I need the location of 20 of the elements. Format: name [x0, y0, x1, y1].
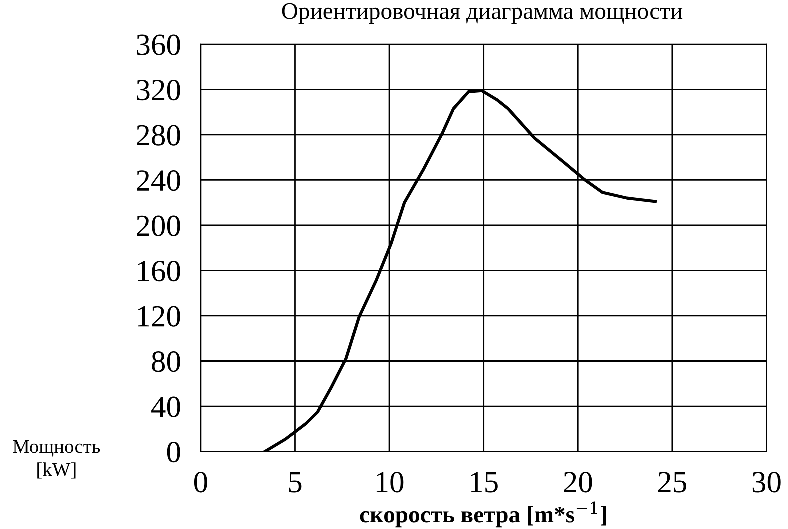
y-tick-label: 160: [138, 261, 180, 282]
x-tick-label: 25: [658, 472, 687, 493]
x-tick-label: 5: [289, 472, 302, 493]
x-tick-label: 30: [752, 472, 781, 493]
y-tick-label: 240: [137, 170, 180, 192]
y-tick-label: 0: [167, 442, 180, 463]
y-tick-label: 80: [152, 352, 180, 372]
y-tick-label: 280: [137, 125, 180, 146]
x-tick-label: 20: [564, 472, 592, 493]
x-tick-label: 15: [471, 472, 498, 493]
y-tick-label: 320: [137, 80, 180, 101]
y-tick-label: 200: [137, 216, 180, 236]
x-tick-label: 10: [376, 472, 404, 493]
y-axis-title: Мощность [kW]: [13, 440, 100, 479]
y-tick-label: 120: [138, 306, 180, 327]
x-axis-title: скорость ветра [m*s$^{−1}$]: [360, 502, 606, 528]
chart-title: Ориентировочная диаграмма мощности: [282, 3, 683, 24]
x-tick-label: 0: [194, 472, 208, 493]
y-tick-label: 360: [137, 34, 180, 56]
y-tick-label: 40: [152, 396, 180, 418]
